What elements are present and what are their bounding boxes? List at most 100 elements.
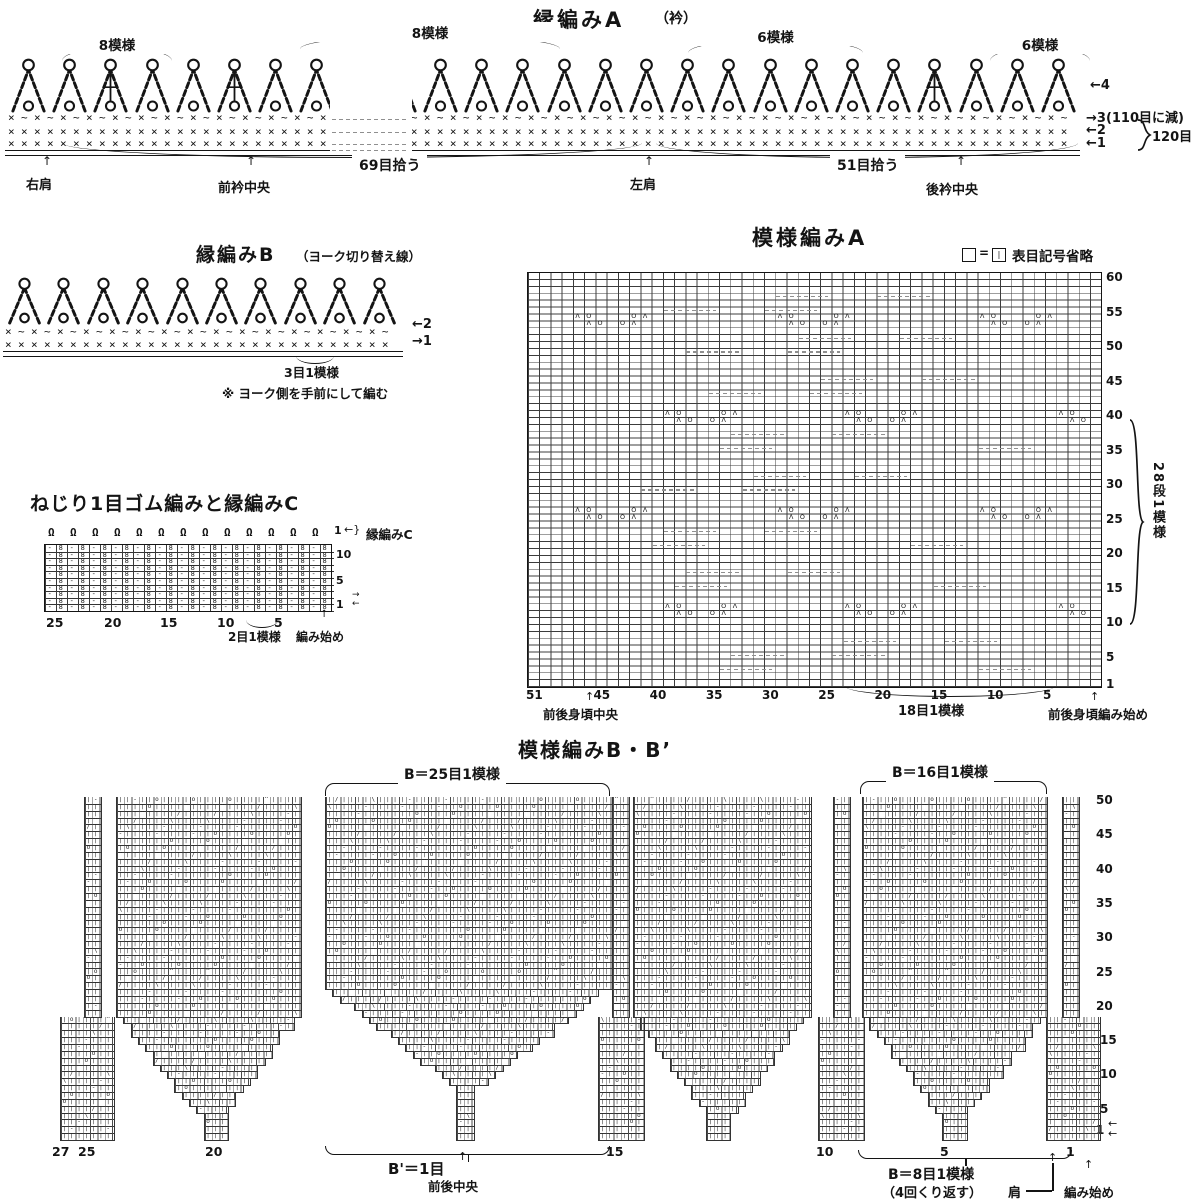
pattern-repeat-label: B＝16目1模様 [886, 762, 994, 782]
stitch-symbol: O [1002, 319, 1008, 328]
point-label: 左肩 [630, 178, 657, 193]
break-dashes [332, 132, 408, 134]
stitch-symbol: O [1024, 512, 1030, 521]
stitch-symbol: Λ [665, 602, 670, 611]
pattern-a-start-arrow: ↑ [1090, 690, 1100, 703]
stitch-symbol: Λ [777, 312, 783, 321]
purl-dash [978, 668, 1031, 671]
purl-dash [663, 530, 717, 533]
row-tick: 10 [1106, 615, 1123, 629]
legend-equals: = [979, 246, 990, 260]
stitch-symbol: O [1069, 602, 1075, 611]
point-label: 前衿中央 [218, 181, 271, 196]
pattern-a-start-label: 前後身頃編み始め [1048, 707, 1149, 722]
col-tick: 20 [205, 1144, 223, 1159]
col-tick: 27 [52, 1144, 70, 1159]
stitch-symbol: O [597, 512, 603, 521]
fan-motif-icon [876, 58, 911, 113]
stitch-symbol: Λ [1069, 415, 1075, 424]
stitch-symbol: O [856, 602, 862, 611]
stitch-symbol: Λ [676, 415, 681, 424]
purl-dash [720, 447, 773, 450]
cross-band-row: ××××××××××××××××××××××××××××××××××××××××… [8, 125, 1074, 138]
point-label: 後衿中央 [926, 183, 979, 198]
stitch-symbol: Λ [845, 602, 850, 611]
stitch-symbol: O [597, 319, 603, 328]
pattern-count-label: 8模様 [300, 22, 560, 42]
pattern-a-grid [527, 272, 1103, 688]
row-tick: 5 [1100, 1101, 1109, 1116]
edging-b-title: 縁編みB [196, 244, 276, 266]
fan-motif-icon [794, 58, 829, 113]
stitch-symbol: Λ [980, 312, 985, 321]
fan-motif-icon [217, 58, 252, 113]
rib-grid-border [43, 543, 332, 612]
stitch-symbol: Λ [856, 415, 861, 424]
shoulder-arrow: ↑ [1048, 1151, 1058, 1164]
row-tick: 30 [1106, 477, 1123, 491]
row-tick: 5 [1106, 649, 1115, 664]
stitch-symbol: Λ [732, 409, 738, 417]
stitch-row: || [456, 1133, 475, 1141]
stitch-symbol: Λ [980, 505, 985, 514]
pattern-b-start-label: 編み始め [1064, 1185, 1115, 1200]
stitch-symbol: O [676, 409, 682, 417]
purl-dash [978, 447, 1031, 450]
purl-dash [787, 572, 840, 574]
rib-c-edge-arrow: ←} [344, 523, 361, 536]
fan-motif-icon [47, 277, 81, 325]
purl-dash [753, 475, 806, 477]
stitch-symbol: Λ [788, 319, 794, 328]
stitch-symbol: Λ [586, 512, 591, 521]
stitch-symbol: O [867, 415, 873, 424]
row-tick: 1 [336, 598, 344, 611]
purl-dash [742, 489, 795, 491]
row-tick: 60 [1106, 270, 1123, 284]
pattern-count-label: 6模様 [688, 26, 863, 46]
col-tick: 51 [526, 688, 543, 702]
fan-motif-icon [8, 277, 41, 325]
stitch-symbol: O [586, 505, 592, 514]
stitch-symbol: Λ [676, 609, 681, 618]
row-tick: 50 [1106, 339, 1123, 353]
fan-motif-icon [176, 58, 211, 113]
purl-dash [776, 296, 829, 298]
col-tick: 10 [816, 1144, 834, 1159]
purl-dash [686, 351, 739, 353]
purl-dash [899, 337, 953, 339]
stitch-symbol: O [631, 505, 637, 514]
fan-motif-icon [547, 58, 582, 113]
purl-dash [810, 392, 863, 395]
stitch-symbol: O [586, 312, 592, 321]
row-mark: ←2 [1086, 123, 1106, 138]
start-arrows: → [352, 590, 360, 600]
fan-motif-icon [126, 277, 160, 325]
stitch-symbol: Λ [1036, 512, 1041, 521]
purl-dash [832, 654, 885, 657]
row-mark: ←2 [412, 317, 432, 332]
brace-120-icon [1137, 119, 1152, 151]
stitch-row: |||||| [818, 1133, 866, 1141]
pattern-b-title: 模様編みB・B’ [518, 738, 673, 762]
row-tick: 50 [1096, 793, 1113, 807]
stitch-symbol: O [901, 602, 907, 611]
col-tick: 30 [762, 688, 779, 702]
diagram-break [330, 54, 412, 154]
stitch-symbol: Λ [732, 602, 738, 611]
stitch-symbol: O [856, 409, 862, 417]
col-tick: 5 [274, 615, 283, 630]
fan-motif-icon [362, 277, 396, 325]
row-tick: 40 [1106, 408, 1123, 422]
rib-c-repeat-label: 2目1模様 [228, 630, 281, 644]
legend-empty-square-icon [962, 248, 976, 262]
purl-dash [765, 309, 818, 312]
purl-dash [787, 351, 840, 353]
fan-motif-icon [323, 277, 357, 325]
stitch-symbol: Λ [642, 505, 648, 514]
stitch-symbol: Λ [833, 319, 839, 328]
rib-c-edge-row: 1 [334, 524, 342, 537]
stitch-symbol: Λ [901, 609, 906, 618]
shoulder-connector [1026, 1190, 1052, 1192]
stitch-symbol: Λ [1047, 312, 1052, 321]
pattern-b-repeat-sub: （4回くり返す） [882, 1186, 983, 1200]
